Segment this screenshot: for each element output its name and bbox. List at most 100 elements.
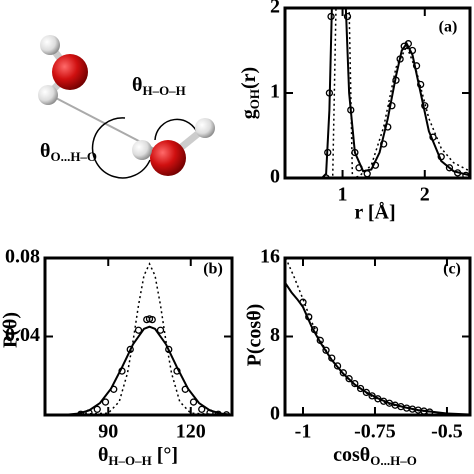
data-point <box>417 80 425 89</box>
y-axis-label: P(θ) <box>0 312 22 348</box>
data-point <box>454 169 462 177</box>
angle-label-main: θ <box>40 140 50 162</box>
x-tick-label: -0.75 <box>354 421 396 443</box>
y-axis-label: P(cosθ) <box>244 304 266 367</box>
x-tick-label: 120 <box>176 421 206 443</box>
data-point <box>118 367 126 375</box>
oxygen-atom <box>52 54 88 90</box>
x-tick-label: 1 <box>338 184 348 206</box>
data-point <box>198 405 206 413</box>
data-point <box>429 133 437 141</box>
y-tick-label: 2 <box>270 0 280 18</box>
data-line <box>45 262 232 415</box>
data-point <box>189 398 198 406</box>
data-point <box>343 12 352 21</box>
data-point <box>206 409 214 415</box>
data-point <box>299 298 307 306</box>
y-axis-label-sub: OH <box>247 89 262 109</box>
data-point <box>404 40 412 48</box>
data-point <box>351 379 359 388</box>
data-point <box>148 315 156 324</box>
data-point <box>412 62 421 70</box>
y-tick-label: 8 <box>270 324 280 346</box>
y-tick-label: 0 <box>270 403 280 425</box>
data-point <box>347 106 355 114</box>
angle-label-sub: O...H–O <box>50 149 97 164</box>
data-point <box>362 388 370 397</box>
data-point <box>333 362 342 370</box>
data-point <box>173 367 181 375</box>
y-tick-label: 16 <box>260 246 280 268</box>
data-point <box>101 398 110 406</box>
data-point <box>368 392 376 400</box>
data-point <box>437 153 445 161</box>
data-line <box>285 258 470 415</box>
plot-area <box>285 8 470 178</box>
data-point <box>388 102 396 110</box>
data-point <box>355 164 363 172</box>
data-point <box>339 369 347 377</box>
data-point <box>310 325 319 334</box>
angle-label-main: θ <box>132 74 142 96</box>
data-point <box>374 395 382 403</box>
data-point <box>421 102 429 110</box>
y-tick-label: 1 <box>270 81 280 103</box>
data-point <box>85 409 93 415</box>
x-axis-label-sub: H–O–H <box>108 453 151 468</box>
x-axis-label: θH–O–H [°] <box>98 444 178 468</box>
data-point <box>305 313 313 321</box>
hydrogen-atom <box>40 35 60 55</box>
data-point <box>316 336 324 345</box>
data-point <box>396 55 404 63</box>
data-point <box>351 148 359 157</box>
angle-arc <box>154 118 199 141</box>
x-tick-label: 90 <box>98 421 118 443</box>
data-point <box>134 326 143 334</box>
data-point <box>392 76 400 84</box>
data-point <box>327 12 335 21</box>
data-point <box>445 164 454 172</box>
y-axis-label-suffix: (r) <box>238 67 260 89</box>
data-point <box>371 161 380 169</box>
x-tick-label: -1 <box>295 421 312 443</box>
data-point <box>363 170 371 178</box>
plot-area <box>285 258 470 415</box>
x-axis-label-main: θ <box>98 444 108 466</box>
data-point <box>325 89 334 97</box>
y-tick-label: 0.04 <box>5 324 40 346</box>
data-point <box>110 385 118 393</box>
x-axis-label: r [Å] <box>354 201 395 224</box>
data-point <box>328 354 336 362</box>
data-point <box>380 140 388 148</box>
data-point <box>93 405 101 413</box>
data-line <box>285 8 470 178</box>
data-point <box>156 326 165 334</box>
hydrogen-atom <box>38 85 58 105</box>
data-point <box>126 345 134 354</box>
data-line <box>285 281 470 415</box>
data-point <box>384 123 392 131</box>
y-axis-label: gOH(r) <box>238 67 262 119</box>
hydrogen-atom <box>132 140 152 160</box>
panel-label: (a) <box>439 19 458 36</box>
x-axis-label-sub: O...H–O <box>370 453 417 468</box>
x-axis-label: cosθO...H–O <box>333 444 417 468</box>
data-line <box>45 325 232 415</box>
data-point <box>322 346 330 354</box>
hydrogen-atom <box>195 118 215 138</box>
x-axis-label-main: cosθ <box>333 444 370 466</box>
x-tick-label: 2 <box>420 184 430 206</box>
oxygen-atom <box>150 140 186 176</box>
axes-frame <box>283 256 472 417</box>
angle-label: θH–O–H <box>132 74 186 98</box>
data-point <box>426 408 434 415</box>
data-point <box>322 174 330 178</box>
x-axis-label-suffix: [°] <box>152 444 178 466</box>
data-point <box>165 345 173 354</box>
y-tick-label: 0 <box>270 166 280 188</box>
angle-label: θO...H–O <box>40 140 97 164</box>
panel-label: (b) <box>203 261 223 278</box>
data-point <box>181 385 189 393</box>
